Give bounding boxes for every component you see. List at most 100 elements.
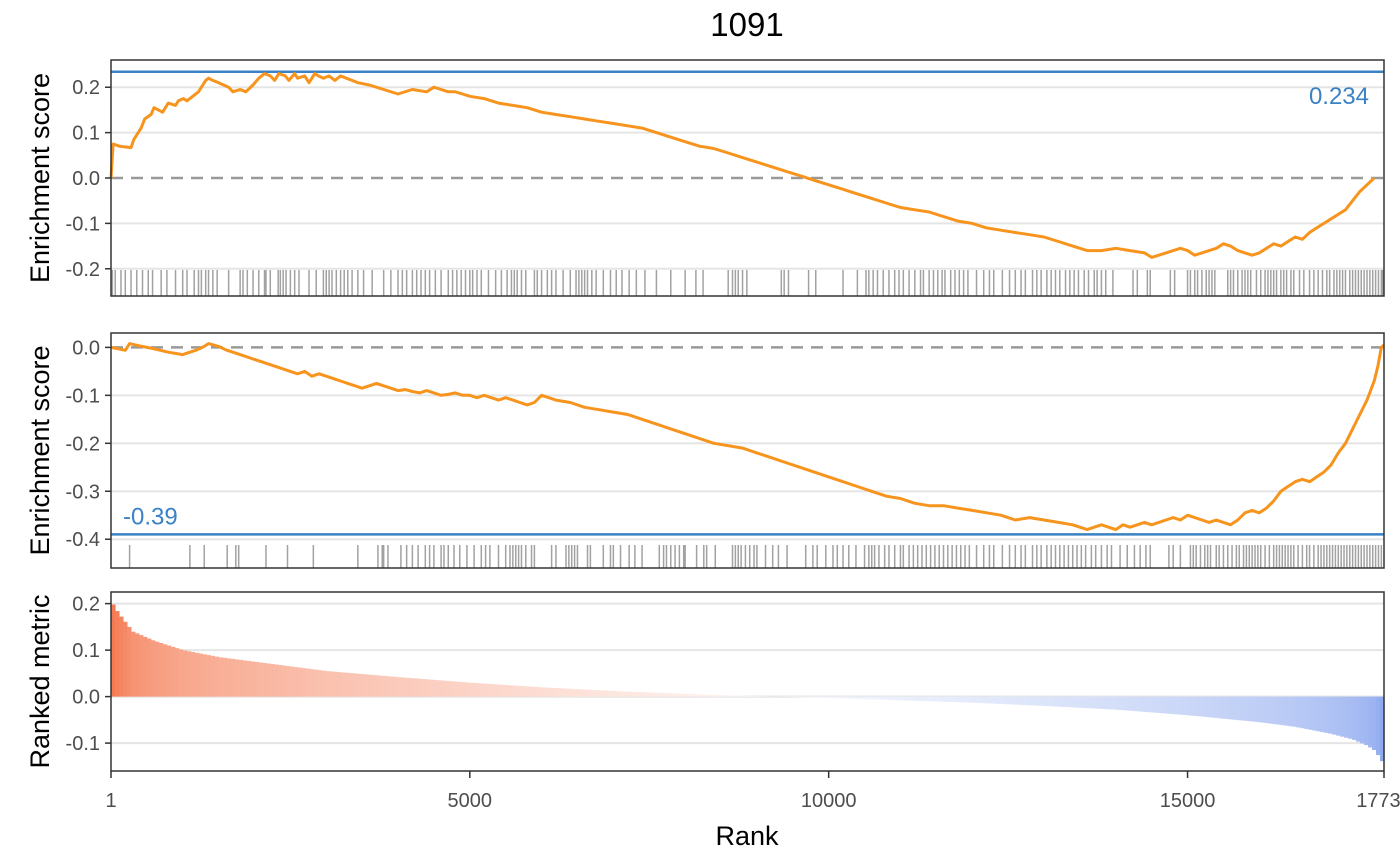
- metric-bar: [656, 692, 661, 697]
- metric-bar: [297, 667, 303, 697]
- metric-bar: [182, 650, 188, 697]
- metric-bar: [1324, 696, 1329, 733]
- metric-bar: [652, 692, 657, 697]
- y-axis-title: Enrichment score: [25, 73, 55, 283]
- metric-bar: [512, 685, 518, 697]
- metric-bar: [727, 695, 733, 697]
- metric-bar: [158, 643, 164, 697]
- metric-bar: [345, 672, 351, 697]
- y-tick-label: 0.1: [72, 640, 100, 662]
- metric-bar: [1145, 696, 1150, 713]
- metric-bar: [839, 696, 844, 699]
- metric-bar: [250, 661, 255, 697]
- metric-bar: [146, 638, 152, 697]
- metric-bar: [266, 663, 271, 697]
- metric-bar: [1181, 696, 1186, 715]
- y-tick-label: -0.1: [66, 385, 100, 407]
- metric-bar: [576, 689, 582, 697]
- metric-bar: [1336, 696, 1341, 736]
- x-axis-title: Rank: [715, 821, 779, 851]
- metric-bar: [194, 652, 200, 697]
- metric-bar: [453, 681, 458, 697]
- metric-bar: [600, 690, 605, 697]
- metric-bar: [747, 695, 753, 697]
- metric-bar: [337, 672, 343, 697]
- metric-bar: [274, 664, 279, 697]
- metric-bar: [644, 692, 649, 697]
- metric-bar: [1053, 696, 1059, 707]
- metric-bar: [150, 640, 156, 697]
- metric-bar: [1149, 696, 1154, 713]
- metric-bar: [596, 690, 601, 697]
- metric-bar: [1232, 696, 1238, 720]
- metric-bar: [1077, 696, 1083, 708]
- metric-bar: [282, 665, 287, 697]
- metric-bar: [640, 692, 645, 697]
- panel-border: [110, 332, 1385, 569]
- metric-bar: [421, 679, 426, 697]
- metric-bar: [1352, 696, 1357, 741]
- metric-bar: [564, 688, 570, 697]
- x-tick-label: 15000: [1160, 790, 1216, 812]
- metric-bar: [938, 696, 944, 702]
- metric-bar: [214, 656, 220, 697]
- metric-bar: [1348, 696, 1353, 739]
- metric-bar: [496, 684, 502, 697]
- metric-bar: [504, 685, 510, 697]
- metric-bar: [226, 658, 231, 697]
- metric-bar: [675, 693, 681, 697]
- metric-bar: [1204, 696, 1210, 718]
- metric-bar: [604, 690, 609, 697]
- metric-bar: [934, 696, 940, 702]
- metric-bar: [317, 670, 323, 697]
- metric-bar: [707, 694, 713, 697]
- metric-bar: [134, 633, 140, 697]
- metric-bar: [417, 678, 422, 697]
- metric-bar: [234, 659, 239, 697]
- metric-bar: [413, 678, 418, 697]
- metric-bar: [1033, 696, 1039, 706]
- metric-bar: [974, 696, 979, 703]
- metric-bar: [480, 683, 486, 697]
- metric-bar: [278, 665, 283, 697]
- metric-bar: [170, 646, 176, 697]
- panel-border: [110, 591, 1385, 772]
- metric-bar: [648, 692, 653, 697]
- metric-bar: [1276, 696, 1282, 725]
- metric-bar: [333, 671, 339, 697]
- metric-bar: [1021, 696, 1027, 705]
- metric-bar: [313, 669, 319, 697]
- metric-bar: [1344, 696, 1349, 738]
- metric-bar: [548, 687, 554, 697]
- metric-bar: [246, 660, 251, 697]
- metric-bar: [1197, 696, 1202, 717]
- metric-bar: [636, 691, 641, 697]
- metric-bar: [815, 696, 820, 698]
- y-axis-title: Enrichment score: [25, 345, 55, 555]
- metric-bar: [890, 696, 896, 701]
- max-deviation-label: 0.234: [1309, 83, 1369, 110]
- metric-bar: [1304, 696, 1310, 730]
- metric-bar: [130, 631, 136, 697]
- metric-bar: [210, 655, 216, 697]
- panel-2: -0.39 -0.4 -0.3 -0.2 -0.1 0.0 Enrichment score: [25, 332, 1385, 569]
- metric-bar: [870, 696, 876, 700]
- metric-bar: [1185, 696, 1190, 716]
- metric-bar: [465, 682, 470, 697]
- metric-bar: [1025, 696, 1031, 706]
- metric-bar: [1292, 696, 1298, 727]
- metric-bar: [293, 667, 299, 697]
- metric-bar: [679, 693, 685, 697]
- metric-bar: [1252, 696, 1258, 722]
- metric-bar: [230, 658, 235, 697]
- metric-bar: [1105, 696, 1111, 710]
- metric-bar: [1069, 696, 1075, 708]
- metric-bar: [473, 683, 478, 697]
- metric-bar: [162, 644, 168, 697]
- metric-bar: [528, 686, 534, 697]
- metric-bar: [711, 694, 717, 697]
- metric-bar: [373, 675, 379, 697]
- metric-bar: [572, 689, 578, 697]
- metric-bar: [457, 681, 462, 697]
- metric-bar: [715, 694, 721, 697]
